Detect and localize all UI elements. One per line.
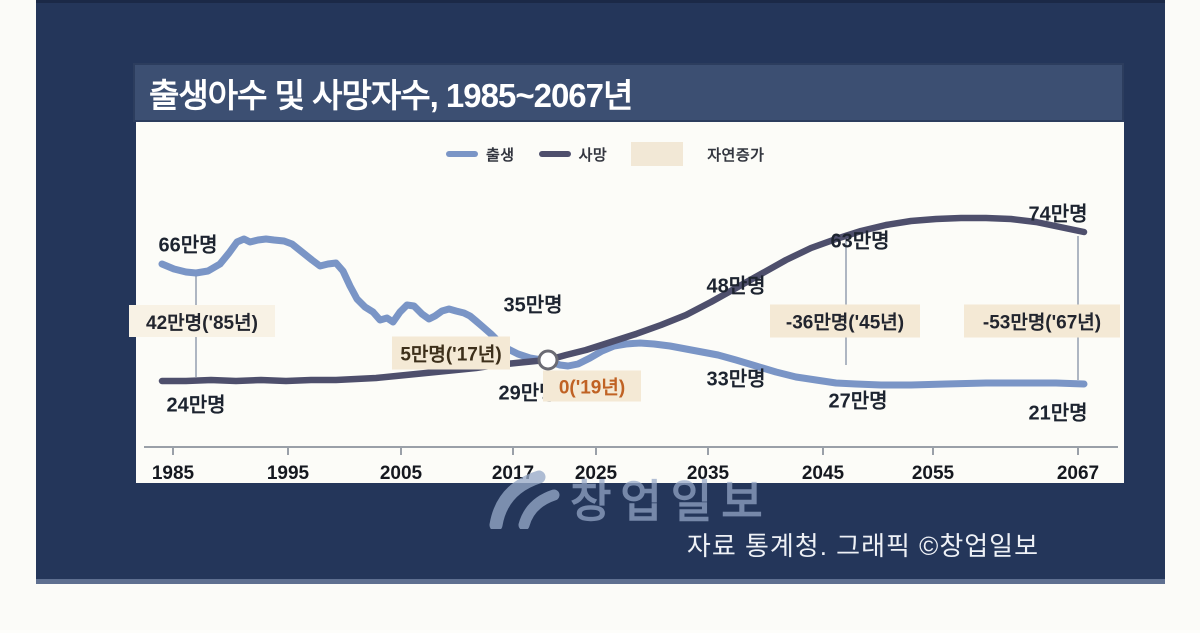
legend-label-deaths: 사망: [578, 146, 608, 164]
legend-label-natural-increase: 자연증가: [707, 146, 765, 164]
natural-increase-annotation: 42만명('85년): [129, 305, 275, 337]
value-label: 27만명: [828, 390, 888, 413]
x-axis-tick-label: 2055: [911, 463, 955, 484]
chart-legend: 출생 사망 자연증가: [446, 142, 778, 166]
legend-item-deaths: 사망: [538, 144, 608, 165]
x-axis-tick-label: 1985: [151, 463, 195, 484]
crossing-point-marker: [537, 349, 559, 371]
legend-item-natural-increase: 자연증가: [631, 142, 764, 166]
natural-increase-annotation: 0('19년): [543, 370, 641, 402]
value-label: 74만명: [1028, 203, 1088, 226]
chart-plot-area: [136, 122, 1124, 483]
value-label: 29만명: [498, 382, 558, 405]
natural-increase-annotation: -36만명('45년): [770, 304, 920, 338]
x-axis-tick-label: 2005: [379, 463, 423, 484]
source-credit: 자료 통계청. 그래픽 ©창업일보: [686, 531, 1039, 561]
x-axis-tick-label: 2067: [1056, 463, 1100, 484]
deaths-line: [158, 214, 1088, 385]
value-label: 24만명: [166, 394, 226, 417]
value-label: 63만명: [830, 230, 890, 253]
value-label: 21만명: [1028, 402, 1088, 425]
chart-title: 출생아수 및 사망자수, 1985~2067년: [149, 76, 633, 114]
births-line-swatch: [446, 151, 478, 157]
value-label: 66만명: [158, 234, 218, 257]
deaths-line-swatch: [538, 151, 571, 157]
x-axis-tick-label: 2045: [801, 463, 845, 484]
x-axis-tick-label: 2035: [686, 463, 730, 484]
legend-label-births: 출생: [486, 146, 515, 164]
x-axis-tick-label: 2017: [491, 463, 535, 484]
value-label: 35만명: [503, 294, 563, 317]
value-label: 48만명: [706, 275, 766, 298]
natural-increase-swatch: [631, 142, 684, 166]
natural-increase-annotation: 5만명('17년): [392, 336, 510, 370]
natural-increase-annotation: -53만명('67년): [964, 304, 1120, 338]
legend-item-births: 출생: [446, 144, 515, 165]
value-label: 33만명: [706, 368, 766, 391]
x-axis-tick-label: 1995: [266, 463, 310, 484]
x-axis-tick-label: 2025: [574, 463, 618, 484]
infographic-panel: 출생아수 및 사망자수, 1985~2067년 출생 사망 자연증가 66만명 3…: [36, 0, 1165, 584]
chart-title-bar: 출생아수 및 사망자수, 1985~2067년: [133, 63, 1124, 122]
births-line: [158, 235, 1088, 389]
